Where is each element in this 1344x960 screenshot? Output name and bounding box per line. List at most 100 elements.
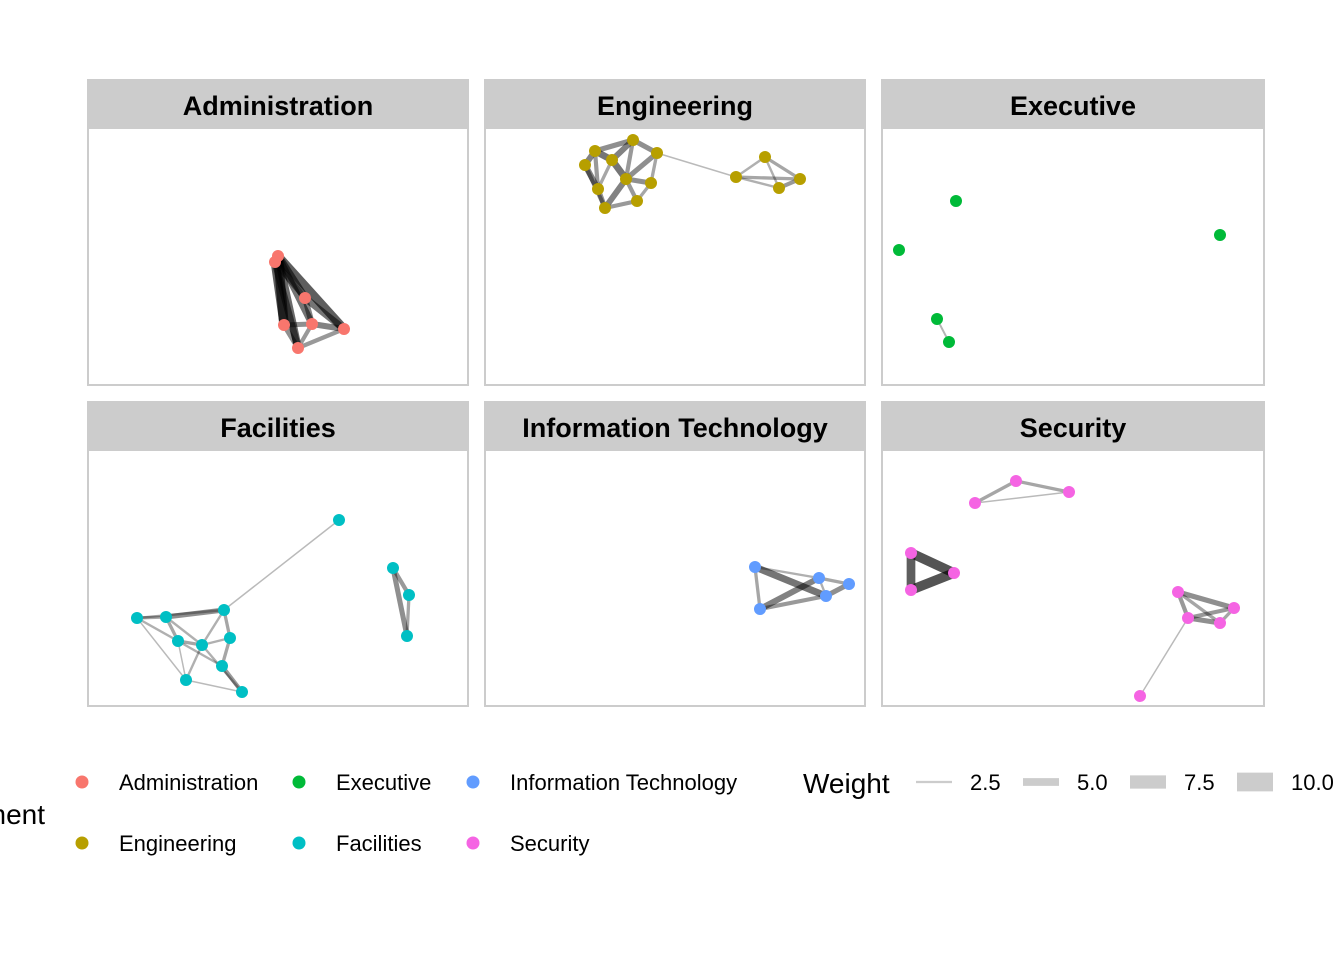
network-edge: [974, 491, 1070, 504]
network-edge: [1014, 479, 1071, 494]
network-edge: [656, 152, 737, 178]
network-edge: [301, 294, 348, 333]
network-edge: [185, 679, 243, 693]
network-edge: [592, 137, 636, 154]
network-node: [180, 674, 192, 686]
legend: Department Administration Engineering Execu…: [0, 768, 1334, 856]
legend-label: Information Technology: [510, 770, 737, 795]
network-edge: [751, 563, 830, 600]
network-node: [196, 639, 208, 651]
facet-strip: [485, 80, 865, 129]
network-edge: [405, 593, 411, 638]
network-node: [730, 171, 742, 183]
network-node: [333, 514, 345, 526]
network-node: [1010, 475, 1022, 487]
legend-label: Executive: [336, 770, 431, 795]
panel-border: [881, 401, 1265, 707]
network-node: [160, 611, 172, 623]
network-node: [627, 134, 639, 146]
facet-administration: Administration: [87, 79, 469, 386]
facet-strip-label: Executive: [1010, 91, 1136, 121]
network-node: [236, 686, 248, 698]
network-node: [1228, 602, 1240, 614]
network-node: [278, 319, 290, 331]
facet-strip-label: Administration: [183, 91, 374, 121]
network-node: [645, 177, 657, 189]
network-node: [651, 147, 663, 159]
facet-strip: [88, 402, 468, 451]
legend-label: 7.5: [1184, 770, 1215, 795]
legend-weight-7-5: 7.5: [1130, 770, 1215, 795]
legend-label: 5.0: [1077, 770, 1108, 795]
facet-strip: [882, 80, 1264, 129]
network-edge: [973, 479, 1018, 505]
network-plot-area: [905, 475, 1240, 702]
network-edge: [177, 640, 187, 681]
network-node: [620, 173, 632, 185]
network-node: [794, 173, 806, 185]
network-edge: [906, 548, 959, 578]
network-plot-area: [749, 561, 855, 615]
legend-swatch: [75, 836, 89, 850]
network-node: [1214, 229, 1226, 241]
legend-label: Security: [510, 831, 589, 856]
legend-item-engineering: Engineering: [75, 831, 236, 856]
network-node: [1172, 586, 1184, 598]
network-node: [579, 159, 591, 171]
network-edge: [1175, 589, 1237, 611]
network-edge: [1185, 605, 1237, 621]
network-edge: [135, 616, 180, 643]
network-node: [1134, 690, 1146, 702]
network-node: [338, 323, 350, 335]
edges: [270, 251, 349, 352]
network-edge: [753, 565, 762, 611]
facet-strip: [88, 80, 468, 129]
legend-weight-title: Weight: [803, 768, 890, 799]
network-node: [843, 578, 855, 590]
nodes: [131, 514, 415, 698]
network-node: [631, 195, 643, 207]
panel-border: [87, 401, 469, 707]
network-node: [216, 660, 228, 672]
facet-facilities: Facilities: [87, 401, 469, 707]
network-node: [401, 630, 413, 642]
network-plot-area: [131, 514, 415, 698]
network-edge: [295, 326, 347, 351]
facet-strip-label: Security: [1020, 413, 1127, 443]
network-node: [893, 244, 905, 256]
network-edge: [906, 568, 959, 595]
legend-label: 10.0: [1291, 770, 1334, 795]
network-node: [224, 632, 236, 644]
legend-label: 2.5: [970, 770, 1001, 795]
facet-executive: Executive: [881, 79, 1265, 386]
network-node: [905, 547, 917, 559]
legend-item-security: Security: [466, 831, 589, 856]
facet-strip: [882, 402, 1264, 451]
network-node: [172, 635, 184, 647]
network-node: [749, 561, 761, 573]
network-node: [773, 182, 785, 194]
network-node: [754, 603, 766, 615]
legend-item-executive: Executive: [292, 770, 431, 795]
nodes: [749, 561, 855, 615]
network-node: [948, 567, 960, 579]
network-edge: [757, 575, 822, 612]
legend-label: Facilities: [336, 831, 422, 856]
network-edge: [623, 150, 660, 182]
nodes: [579, 134, 806, 214]
legend-item-information-technology: Information Technology: [466, 770, 737, 795]
network-node: [589, 145, 601, 157]
network-node: [218, 604, 230, 616]
nodes: [269, 250, 350, 354]
facet-strip-label: Facilities: [220, 413, 336, 443]
legend-item-facilities: Facilities: [292, 831, 422, 856]
facet-panels: Administration Engineering Executive Facili…: [87, 79, 1265, 707]
facet-information-technology: Information Technology: [484, 401, 866, 707]
legend-department-title: Department: [0, 799, 45, 830]
legend-swatch: [292, 836, 306, 850]
network-edge: [734, 175, 781, 190]
network-node: [1214, 617, 1226, 629]
network-edge: [135, 608, 226, 620]
network-edge: [271, 258, 302, 352]
network-edge: [164, 615, 204, 647]
